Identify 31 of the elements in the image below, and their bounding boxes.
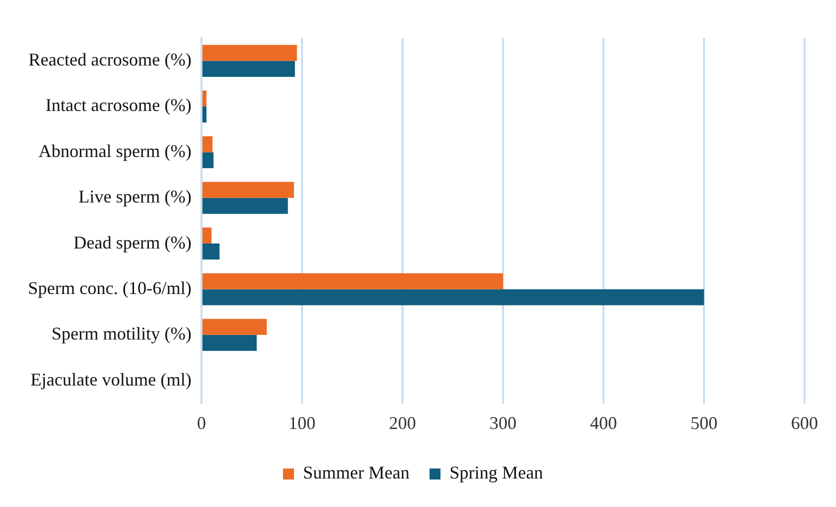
x-tick-label: 300 [489, 412, 516, 433]
y-tick-label: Live sperm (%) [78, 186, 192, 207]
bar [202, 334, 257, 351]
x-tick-label: 500 [690, 412, 718, 433]
y-tick-label: Dead sperm (%) [74, 232, 192, 252]
y-tick-label: Sperm conc. (10-6/ml) [28, 278, 192, 298]
bar [202, 136, 213, 152]
bar [202, 182, 294, 198]
x-tick-label: 0 [196, 412, 206, 433]
x-tick-label: 100 [288, 412, 316, 433]
y-tick-label: Abnormal sperm (%) [38, 140, 192, 161]
bar [202, 289, 704, 306]
y-tick-label: Intact acrosome (%) [46, 95, 192, 116]
legend-label: Spring Mean [449, 462, 543, 483]
x-tick-label: 400 [590, 412, 617, 433]
bar [202, 273, 503, 290]
bar [202, 198, 288, 214]
x-tick-label: 600 [791, 412, 818, 433]
bar [202, 152, 214, 168]
y-tick-label: Sperm motility (%) [51, 324, 192, 344]
bar [202, 90, 206, 107]
bar [202, 106, 206, 122]
bar [202, 244, 220, 260]
bar [202, 318, 267, 335]
legend-label: Summer Mean [303, 462, 410, 483]
y-tick-label: Reacted acrosome (%) [28, 50, 192, 70]
x-tick-label: 200 [388, 412, 416, 433]
bar [202, 60, 295, 77]
bar [202, 228, 212, 244]
bar [202, 44, 297, 61]
y-tick-label: Ejaculate volume (ml) [30, 369, 192, 390]
